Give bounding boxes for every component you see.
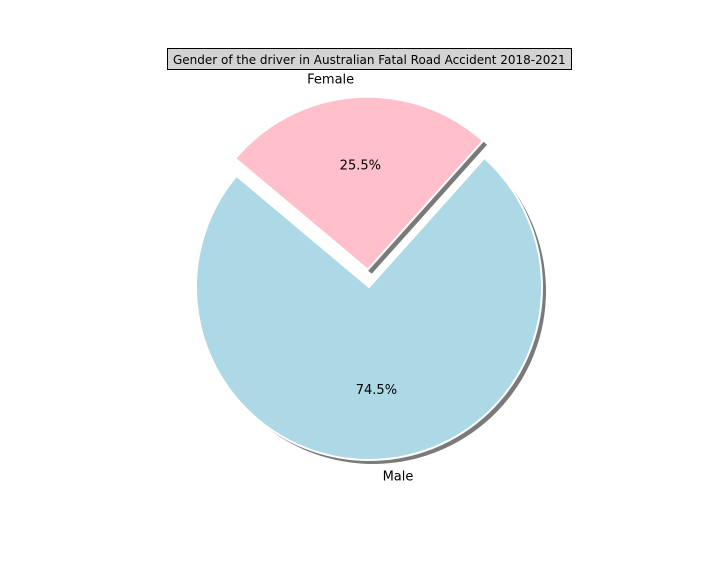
- pie-labels: Male 74.5% Female 25.5%: [307, 72, 413, 484]
- slice-label-male: Male: [383, 469, 414, 484]
- slice-label-female: Female: [307, 72, 354, 87]
- slice-percent-female: 25.5%: [340, 159, 381, 174]
- slice-percent-male: 74.5%: [356, 383, 397, 398]
- pie-slices: [195, 95, 543, 461]
- chart-title: Gender of the driver in Australian Fatal…: [167, 48, 572, 70]
- pie-slice-male: [195, 157, 543, 461]
- pie-slice-female: [234, 95, 485, 271]
